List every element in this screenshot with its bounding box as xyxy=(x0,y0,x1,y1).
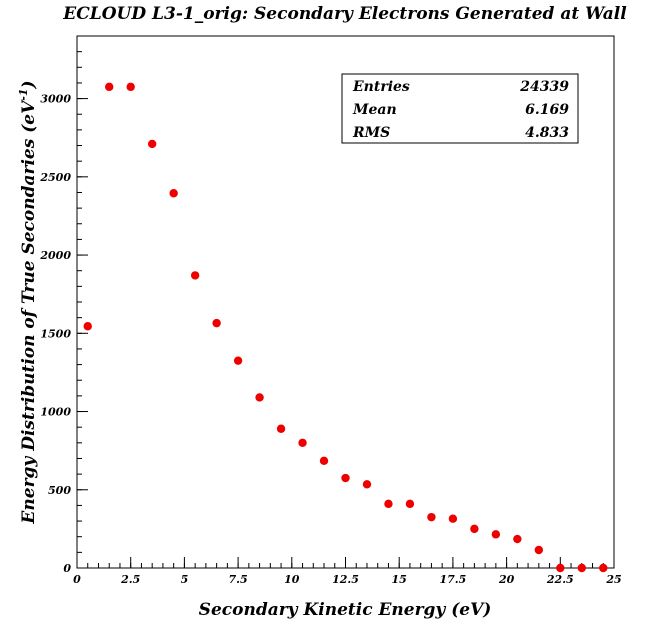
data-point xyxy=(405,499,415,509)
y-tick-label: 2500 xyxy=(39,171,71,184)
y-axis-title-superscript: -1 xyxy=(17,88,30,100)
y-tick-label: 1000 xyxy=(40,406,71,419)
data-point xyxy=(599,563,608,573)
data-point xyxy=(341,473,350,483)
x-tick-label: 7.5 xyxy=(229,573,248,586)
y-tick-label: 2000 xyxy=(39,249,71,262)
data-point xyxy=(362,480,372,489)
stats-rms-value: 4.833 xyxy=(525,125,569,141)
y-axis-title-main: Energy Distribution of True Secondaries … xyxy=(19,99,39,525)
data-point xyxy=(212,318,221,328)
y-axis: 0 500 1000 1500 2000 2500 3000 xyxy=(39,35,88,575)
data-point xyxy=(233,356,243,365)
y-tick-label: 3000 xyxy=(40,93,71,106)
y-tick-label: 1500 xyxy=(40,327,71,340)
y-tick-label: 500 xyxy=(48,484,71,497)
stats-entries-value: 24339 xyxy=(519,79,569,95)
stats-mean-label: Mean xyxy=(352,102,397,118)
data-point xyxy=(190,271,200,280)
x-tick-label: 17.5 xyxy=(440,573,467,586)
x-axis-title: Secondary Kinetic Energy (eV) xyxy=(199,600,492,620)
x-tick-label: 2.5 xyxy=(120,573,140,586)
data-point xyxy=(298,438,307,448)
data-point xyxy=(384,499,393,509)
data-series xyxy=(83,82,608,573)
data-point xyxy=(513,534,522,544)
x-axis: 0 2.5 5 7.5 10 12.5 15 17.5 20 22.5 25 xyxy=(73,557,622,586)
x-tick-label: 15 xyxy=(392,573,407,586)
x-tick-label: 22.5 xyxy=(546,573,574,586)
data-point xyxy=(147,139,157,149)
y-axis-title-close: ) xyxy=(19,80,39,89)
stats-rms-label: RMS xyxy=(352,125,390,141)
data-point xyxy=(577,563,586,573)
data-point xyxy=(276,424,286,433)
data-point xyxy=(83,322,92,331)
x-tick-label: 10 xyxy=(284,573,300,586)
data-point xyxy=(491,530,501,539)
stats-box-frame xyxy=(341,73,579,144)
data-point xyxy=(126,82,135,92)
y-tick-label: 0 xyxy=(63,562,71,575)
data-point xyxy=(534,545,544,555)
x-tick-label: 0 xyxy=(73,573,81,586)
data-point xyxy=(470,524,479,534)
y-axis-title: Energy Distribution of True Secondaries … xyxy=(17,80,39,524)
x-tick-label: 12.5 xyxy=(332,573,359,586)
data-point xyxy=(319,456,329,466)
x-tick-label: 5 xyxy=(181,573,189,586)
chart-title: ECLOUD L3-1_orig: Secondary Electrons Ge… xyxy=(62,4,627,24)
x-tick-label: 20 xyxy=(498,573,515,586)
x-tick-label: 25 xyxy=(605,573,621,586)
data-point xyxy=(169,189,178,198)
data-point xyxy=(427,512,436,522)
data-point xyxy=(556,563,565,573)
stats-mean-value: 6.169 xyxy=(525,102,569,118)
data-point xyxy=(105,82,114,92)
stats-entries-label: Entries xyxy=(352,79,410,95)
data-point xyxy=(448,514,458,523)
data-point xyxy=(255,393,264,402)
stats-box: Entries 24339 Mean 6.169 RMS 4.833 xyxy=(341,73,579,144)
